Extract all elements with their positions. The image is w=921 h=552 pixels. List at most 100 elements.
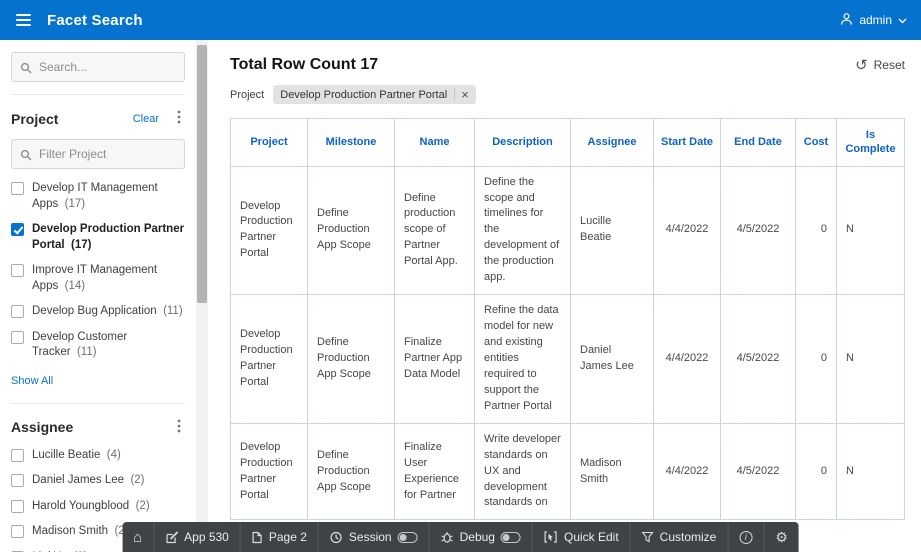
session-toggle[interactable] xyxy=(397,531,418,543)
table-row: Develop Production Partner Portal Define… xyxy=(230,294,905,424)
app-header: Facet Search admin xyxy=(0,0,921,40)
cell-end-date: 4/5/2022 xyxy=(720,422,796,521)
column-header-description[interactable]: Description xyxy=(474,118,571,167)
checkbox-icon[interactable] xyxy=(11,448,24,462)
project-facet-menu-icon[interactable] xyxy=(173,108,185,129)
reset-button[interactable]: ↺ Reset xyxy=(855,56,905,74)
checkbox-icon[interactable] xyxy=(11,182,24,195)
person-icon xyxy=(840,12,853,29)
column-header-cost[interactable]: Cost xyxy=(795,118,837,167)
facet-section-project: Project Clear Develop IT Management Apps… xyxy=(11,108,185,389)
toolbar-help-button[interactable] xyxy=(728,522,765,552)
gear-icon: ⚙ xyxy=(775,529,788,545)
user-menu[interactable]: admin xyxy=(840,12,907,29)
toolbar-quick-edit-button[interactable]: Quick Edit xyxy=(533,522,631,552)
facet-option-improve-it-management-apps[interactable]: Improve IT Management Apps (14) xyxy=(11,263,185,294)
page-body: Project Clear Develop IT Management Apps… xyxy=(0,40,921,552)
debug-toggle[interactable] xyxy=(500,531,521,543)
facet-option-lucille-beatie[interactable]: Lucille Beatie (4) xyxy=(11,448,185,464)
developer-toolbar: ⌂ App 530 Page 2 Session Debug Quick Edi… xyxy=(122,522,799,552)
cell-name: Finalize User Experience for Partner xyxy=(394,422,475,521)
checkbox-icon[interactable] xyxy=(11,223,24,237)
facet-option-daniel-james-lee[interactable]: Daniel James Lee (2) xyxy=(11,473,185,489)
cell-description: Define the scope and timelines for the d… xyxy=(474,165,571,296)
cell-milestone: Define Production App Scope xyxy=(307,294,395,424)
column-header-end-date[interactable]: End Date xyxy=(720,118,796,167)
column-header-milestone[interactable]: Milestone xyxy=(307,118,395,167)
checkbox-icon[interactable] xyxy=(11,499,24,513)
cell-start-date: 4/4/2022 xyxy=(653,294,721,424)
sidebar-scrollbar[interactable] xyxy=(196,40,208,552)
search-input[interactable] xyxy=(11,52,185,82)
report-table: Project Milestone Name Description Assig… xyxy=(230,118,905,521)
user-name: admin xyxy=(859,13,892,27)
cell-name: Finalize Partner App Data Model xyxy=(394,294,475,424)
checkbox-icon[interactable] xyxy=(11,330,24,344)
toolbar-debug-button[interactable]: Debug xyxy=(430,522,533,552)
cell-is-complete: N xyxy=(836,165,905,296)
home-icon: ⌂ xyxy=(133,528,143,546)
toolbar-session-button[interactable]: Session xyxy=(319,522,430,552)
toolbar-app-button[interactable]: App 530 xyxy=(154,522,241,552)
cell-cost: 0 xyxy=(795,294,837,424)
facet-section-assignee: Assignee Lucille Beatie (4) Daniel James… xyxy=(11,402,185,552)
toolbar-settings-button[interactable]: ⚙ xyxy=(764,522,799,552)
column-header-name[interactable]: Name xyxy=(394,118,475,167)
cell-project: Develop Production Partner Portal xyxy=(230,422,308,521)
session-icon xyxy=(330,531,343,544)
facet-option-develop-it-management-apps[interactable]: Develop IT Management Apps (17) xyxy=(11,181,185,212)
clear-project-filter-link[interactable]: Clear xyxy=(132,112,159,125)
cell-end-date: 4/5/2022 xyxy=(720,294,796,424)
cell-description: Refine the data model for new and existi… xyxy=(474,294,571,424)
remove-filter-icon[interactable]: × xyxy=(454,88,469,101)
facet-title-project: Project xyxy=(11,110,59,127)
facet-option-develop-customer-tracker[interactable]: Develop Customer Tracker (11) xyxy=(11,330,185,361)
total-row-count: Total Row Count 17 xyxy=(230,56,379,73)
project-filter-input[interactable] xyxy=(11,139,185,169)
menu-icon[interactable] xyxy=(14,9,33,31)
toolbar-customize-button[interactable]: Customize xyxy=(631,522,729,552)
chip-facet-label: Project xyxy=(230,88,265,101)
facet-option-harold-youngblood[interactable]: Harold Youngblood (2) xyxy=(11,499,185,515)
customize-icon xyxy=(641,531,654,543)
chevron-down-icon xyxy=(898,13,907,27)
cell-project: Develop Production Partner Portal xyxy=(230,165,308,296)
cell-assignee: Daniel James Lee xyxy=(570,294,654,424)
column-header-start-date[interactable]: Start Date xyxy=(653,118,721,167)
debug-icon xyxy=(441,531,454,544)
table-row: Develop Production Partner Portal Define… xyxy=(230,422,905,521)
column-header-assignee[interactable]: Assignee xyxy=(570,118,654,167)
global-search xyxy=(11,52,185,95)
facet-option-mei-yu[interactable]: Mei Yu (2) xyxy=(11,550,185,552)
toolbar-home-button[interactable]: ⌂ xyxy=(122,522,155,552)
checkbox-icon[interactable] xyxy=(11,550,24,552)
checkbox-icon[interactable] xyxy=(11,474,24,488)
info-icon xyxy=(739,530,753,544)
table-row: Develop Production Partner Portal Define… xyxy=(230,165,905,296)
cell-project: Develop Production Partner Portal xyxy=(230,294,308,424)
applied-filters: Project Develop Production Partner Porta… xyxy=(230,85,905,104)
cell-start-date: 4/4/2022 xyxy=(653,165,721,296)
cell-start-date: 4/4/2022 xyxy=(653,422,721,521)
filter-chip: Develop Production Partner Portal × xyxy=(273,85,476,104)
cell-is-complete: N xyxy=(836,294,905,424)
cell-milestone: Define Production App Scope xyxy=(307,165,395,296)
cell-is-complete: N xyxy=(836,422,905,521)
cell-milestone: Define Production App Scope xyxy=(307,422,395,521)
facet-title-assignee: Assignee xyxy=(11,419,74,436)
facet-option-develop-bug-application[interactable]: Develop Bug Application (11) xyxy=(11,304,185,320)
checkbox-icon[interactable] xyxy=(11,525,24,539)
cell-name: Define production scope of Partner Porta… xyxy=(394,165,475,296)
column-header-is-complete[interactable]: Is Complete xyxy=(836,118,905,167)
project-show-all-link[interactable]: Show All xyxy=(11,374,54,387)
assignee-facet-menu-icon[interactable] xyxy=(173,417,185,438)
column-header-project[interactable]: Project xyxy=(230,118,308,167)
facet-option-develop-production-partner-portal[interactable]: Develop Production Partner Portal (17) xyxy=(11,222,185,253)
cell-assignee: Madison Smith xyxy=(570,422,654,521)
toolbar-page-button[interactable]: Page 2 xyxy=(241,522,319,552)
checkbox-icon[interactable] xyxy=(11,305,24,319)
scrollbar-thumb[interactable] xyxy=(197,45,207,303)
checkbox-icon[interactable] xyxy=(11,264,24,278)
search-icon xyxy=(20,148,32,166)
app-title: Facet Search xyxy=(47,11,143,29)
